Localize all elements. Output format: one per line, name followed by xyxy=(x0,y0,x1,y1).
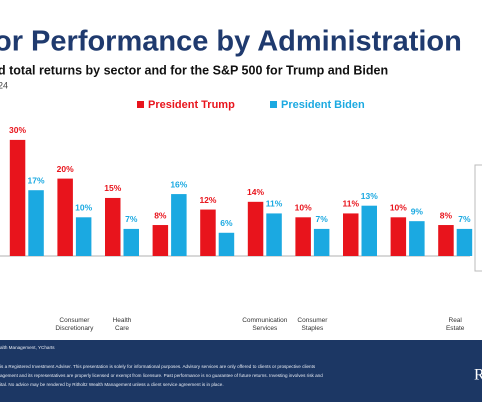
bar xyxy=(313,228,330,256)
source: alth Management, YCharts xyxy=(0,345,55,350)
value-label: 15% xyxy=(104,183,121,193)
bar xyxy=(200,209,216,256)
value-label: 7% xyxy=(125,214,138,224)
bar xyxy=(28,190,44,256)
disclaimer-line: is a Registered Investment Adviser. This… xyxy=(0,364,316,369)
x-tick-label: Consumer Staples xyxy=(297,317,328,332)
bar xyxy=(57,178,73,256)
logo: R xyxy=(474,367,482,384)
bar xyxy=(390,217,407,256)
subtitle: d total returns by sector and for the S&… xyxy=(0,63,388,77)
value-label: 10% xyxy=(75,203,92,213)
x-tick-label: Consumer Discretionary xyxy=(55,317,94,332)
value-label: 17% xyxy=(28,175,45,185)
value-label: 7% xyxy=(316,214,329,224)
value-label: 8% xyxy=(154,210,167,220)
footer xyxy=(0,340,482,402)
value-label: 11% xyxy=(266,199,283,209)
value-label: 14% xyxy=(247,187,264,197)
x-tick-label: Real Estate xyxy=(446,317,465,332)
x-tick-label: Health Care xyxy=(113,317,132,332)
value-label: 30% xyxy=(9,125,26,135)
bar xyxy=(343,213,359,256)
bar xyxy=(105,197,121,256)
x-tick-label: Communication Services xyxy=(242,317,288,332)
value-label: 10% xyxy=(390,203,407,213)
bar xyxy=(456,228,473,256)
bar xyxy=(171,194,187,256)
bar xyxy=(409,221,425,256)
bar xyxy=(75,217,92,256)
value-label: 11% xyxy=(342,199,359,209)
bar xyxy=(295,217,311,256)
value-label: 20% xyxy=(57,164,74,174)
value-label: 13% xyxy=(361,191,378,201)
bar xyxy=(152,225,169,256)
legend-swatch xyxy=(270,101,277,108)
date: 24 xyxy=(0,80,8,90)
bar xyxy=(361,205,377,256)
legend-label: President Trump xyxy=(148,99,235,111)
slide-title: or Performance by Administration xyxy=(0,26,462,58)
bar xyxy=(123,228,139,256)
value-label: 8% xyxy=(440,210,453,220)
value-label: 10% xyxy=(295,203,312,213)
bar xyxy=(9,139,26,256)
disclaimer-line: agement and its representatives are prop… xyxy=(0,373,323,378)
value-label: 7% xyxy=(458,214,471,224)
value-label: 9% xyxy=(411,206,424,216)
disclaimer-line: ital. No advice may be rendered by Ritho… xyxy=(0,382,224,387)
value-label: 12% xyxy=(199,195,216,205)
bar xyxy=(438,225,454,256)
value-label: 6% xyxy=(220,218,233,228)
legend-label: President Biden xyxy=(281,99,365,111)
value-label: 16% xyxy=(170,179,187,189)
legend-swatch xyxy=(137,101,144,108)
bar xyxy=(218,232,235,256)
bar xyxy=(247,201,264,256)
bar xyxy=(266,213,282,256)
side-box xyxy=(474,164,482,272)
